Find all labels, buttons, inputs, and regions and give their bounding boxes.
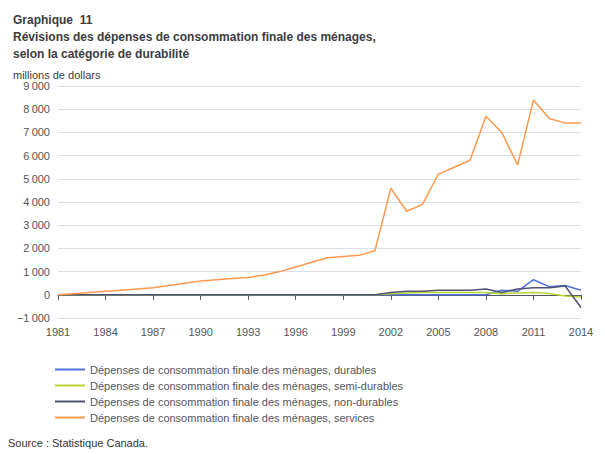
svg-text:Source : Statistique Canada.: Source : Statistique Canada. (8, 437, 148, 449)
svg-text:7 000: 7 000 (23, 126, 50, 138)
svg-text:1999: 1999 (331, 326, 355, 338)
svg-text:Dépenses de consommation final: Dépenses de consommation finale des ména… (90, 364, 377, 376)
svg-text:Dépenses de consommation final: Dépenses de consommation finale des ména… (90, 412, 375, 424)
svg-text:millions de dollars: millions de dollars (13, 69, 101, 81)
svg-text:Dépenses de consommation final: Dépenses de consommation finale des ména… (90, 396, 399, 408)
svg-text:Révisions des dépenses de cons: Révisions des dépenses de consommation f… (13, 30, 376, 44)
svg-text:1 000: 1 000 (23, 266, 50, 278)
svg-text:1993: 1993 (236, 326, 260, 338)
svg-text:2014: 2014 (569, 326, 593, 338)
svg-text:8 000: 8 000 (23, 103, 50, 115)
svg-text:1984: 1984 (93, 326, 117, 338)
svg-text:2 000: 2 000 (23, 242, 50, 254)
svg-text:1990: 1990 (188, 326, 212, 338)
svg-text:4 000: 4 000 (23, 196, 50, 208)
svg-text:1987: 1987 (141, 326, 165, 338)
svg-text:2005: 2005 (426, 326, 450, 338)
svg-text:2002: 2002 (379, 326, 403, 338)
svg-text:1981: 1981 (46, 326, 70, 338)
svg-text:1996: 1996 (283, 326, 307, 338)
svg-text:9 000: 9 000 (23, 80, 50, 92)
svg-text:3 000: 3 000 (23, 219, 50, 231)
svg-text:0: 0 (44, 289, 50, 301)
svg-text:2008: 2008 (474, 326, 498, 338)
svg-text:selon la catégorie de durabili: selon la catégorie de durabilité (13, 47, 189, 61)
svg-text:Graphique 11: Graphique 11 (13, 13, 93, 27)
svg-text:2011: 2011 (522, 326, 546, 338)
svg-text:5 000: 5 000 (23, 173, 50, 185)
svg-text:6 000: 6 000 (23, 150, 50, 162)
svg-text:−1 000: −1 000 (17, 312, 50, 324)
svg-text:Dépenses de consommation final: Dépenses de consommation finale des ména… (90, 380, 404, 392)
